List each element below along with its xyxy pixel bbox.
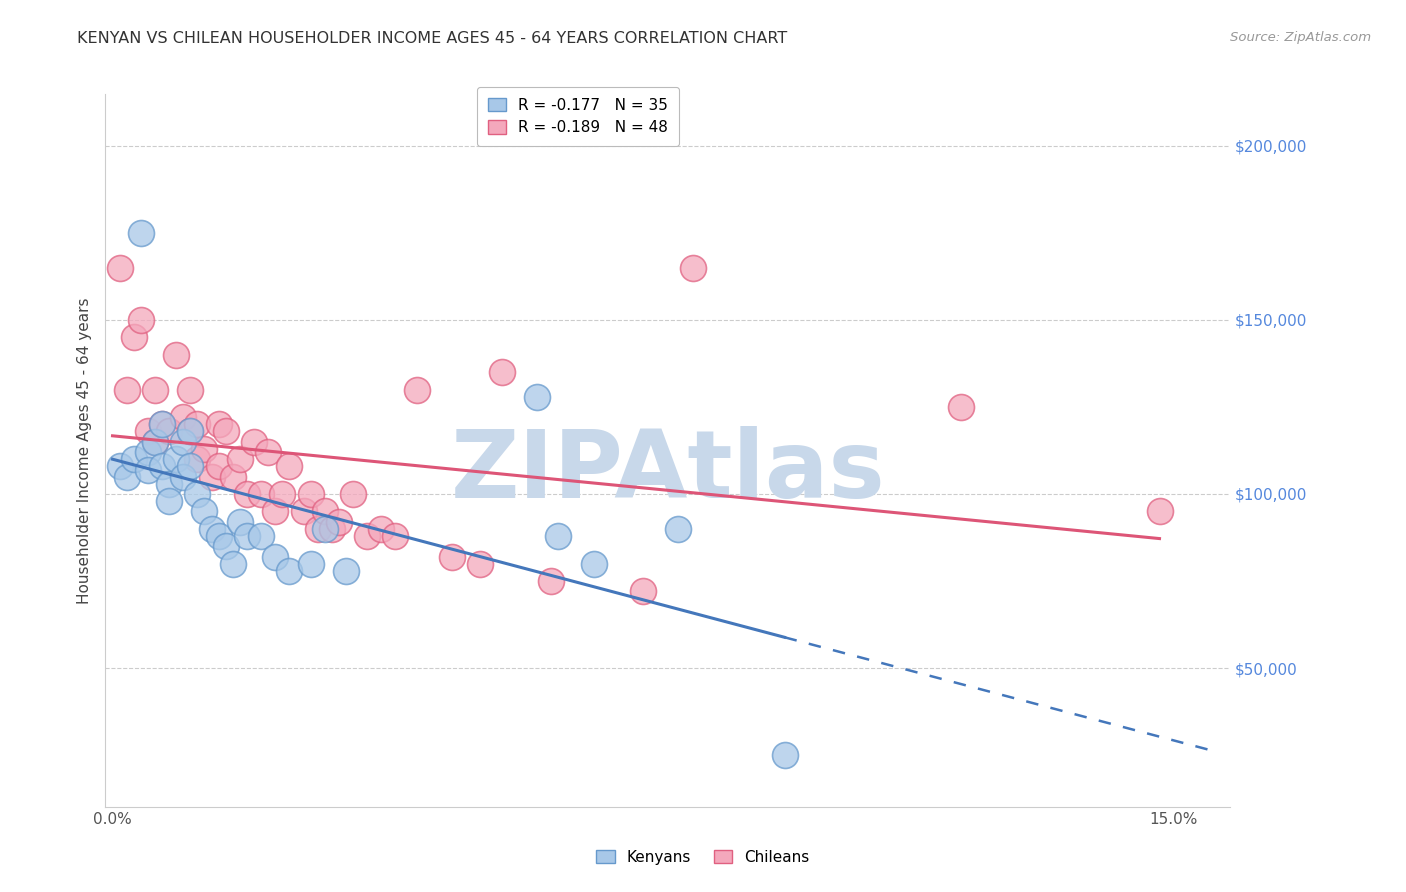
Point (222, 557, 245, 571)
Point (208, 459, 231, 474)
Legend: R = -0.177   N = 35, R = -0.189   N = 48: R = -0.177 N = 35, R = -0.189 N = 48 (477, 87, 679, 146)
Point (491, 365, 513, 379)
Point (321, 522, 343, 536)
Point (143, 434, 166, 449)
Point (335, 564, 357, 578)
Point (157, 425, 180, 439)
Point (129, 226, 152, 240)
Point (278, 459, 301, 474)
Point (470, 557, 492, 571)
Point (222, 469, 245, 483)
Point (299, 557, 322, 571)
Point (229, 452, 252, 467)
Point (441, 549, 464, 564)
Point (682, 260, 704, 275)
Point (215, 539, 238, 553)
Point (342, 487, 364, 501)
Point (384, 529, 406, 543)
Point (264, 549, 287, 564)
Point (108, 459, 131, 474)
Point (328, 515, 350, 529)
Point (405, 383, 427, 397)
Point (299, 487, 322, 501)
Point (157, 476, 180, 491)
Point (215, 425, 238, 439)
Point (243, 434, 266, 449)
Point (668, 522, 690, 536)
Point (773, 747, 796, 762)
Point (257, 445, 280, 459)
Point (179, 425, 201, 439)
Point (143, 383, 166, 397)
Point (278, 564, 301, 578)
Point (179, 425, 201, 439)
Text: KENYAN VS CHILEAN HOUSEHOLDER INCOME AGES 45 - 64 YEARS CORRELATION CHART: KENYAN VS CHILEAN HOUSEHOLDER INCOME AGE… (77, 31, 787, 46)
Point (356, 529, 378, 543)
Point (150, 417, 173, 432)
Point (208, 417, 231, 432)
Point (236, 529, 259, 543)
Point (193, 442, 215, 456)
Point (150, 459, 173, 474)
Point (193, 504, 215, 518)
Point (292, 504, 315, 518)
Point (307, 522, 329, 536)
Point (122, 452, 145, 467)
Point (165, 452, 187, 467)
Point (229, 515, 252, 529)
Point (314, 522, 336, 536)
Point (540, 574, 562, 588)
Point (172, 434, 194, 449)
Point (179, 383, 201, 397)
Point (136, 445, 159, 459)
Text: Source: ZipAtlas.com: Source: ZipAtlas.com (1230, 31, 1371, 45)
Legend: Kenyans, Chileans: Kenyans, Chileans (591, 844, 815, 871)
Point (950, 400, 973, 414)
Point (108, 260, 131, 275)
Point (186, 417, 208, 432)
Point (582, 557, 605, 571)
Point (115, 383, 138, 397)
Point (631, 584, 654, 599)
Point (186, 452, 208, 467)
Point (271, 487, 294, 501)
Point (172, 469, 194, 483)
Y-axis label: Householder Income Ages 45 - 64 years: Householder Income Ages 45 - 64 years (76, 297, 91, 604)
Point (150, 417, 173, 432)
Point (200, 522, 222, 536)
Point (136, 425, 159, 439)
Point (172, 410, 194, 425)
Point (122, 330, 145, 344)
Point (314, 504, 336, 518)
Point (143, 434, 166, 449)
Point (186, 487, 208, 501)
Point (264, 504, 287, 518)
Point (165, 348, 187, 362)
Point (370, 522, 392, 536)
Point (157, 494, 180, 508)
Point (129, 313, 152, 327)
Point (526, 390, 548, 404)
Point (547, 529, 569, 543)
Text: ZIPAtlas: ZIPAtlas (450, 425, 886, 518)
Point (208, 529, 231, 543)
Point (136, 462, 159, 476)
Point (250, 487, 273, 501)
Point (1149, 504, 1171, 518)
Point (250, 529, 273, 543)
Point (200, 469, 222, 483)
Point (179, 459, 201, 474)
Point (115, 469, 138, 483)
Point (236, 487, 259, 501)
